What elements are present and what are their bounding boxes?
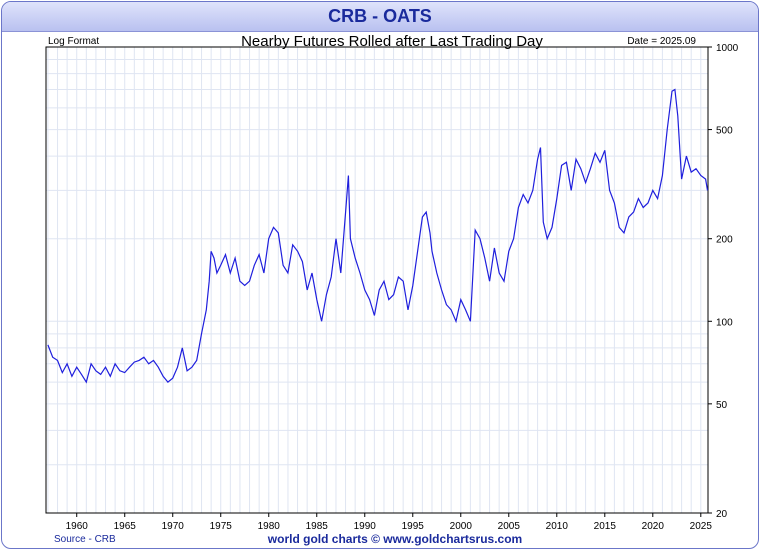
y-tick-label: 200 bbox=[716, 235, 733, 246]
x-tick-label: 1970 bbox=[162, 521, 185, 532]
y-axis: 1000 500 200 100 50 20 bbox=[708, 43, 739, 520]
date-note: Date = 2025.09 bbox=[627, 36, 696, 47]
chart-subtitle: Nearby Futures Rolled after Last Trading… bbox=[241, 33, 543, 50]
scale-note: Log Format bbox=[48, 36, 99, 47]
x-tick-label: 1985 bbox=[306, 521, 329, 532]
chart-title-bar: CRB - OATS bbox=[2, 2, 758, 32]
x-tick-label: 1980 bbox=[258, 521, 281, 532]
x-axis: 1960 1965 1970 1975 1980 1985 1990 1995 2000 2005… bbox=[66, 513, 713, 532]
series-points bbox=[47, 89, 708, 383]
x-tick-label: 1960 bbox=[66, 521, 89, 532]
x-tick-label: 2020 bbox=[642, 521, 665, 532]
series-line bbox=[47, 88, 709, 384]
x-tick-label: 2015 bbox=[594, 521, 617, 532]
x-tick-label: 2010 bbox=[546, 521, 569, 532]
x-tick-label: 2000 bbox=[450, 521, 473, 532]
source-note: Source - CRB bbox=[54, 534, 116, 545]
chart-title: CRB - OATS bbox=[328, 6, 432, 26]
y-tick-label: 20 bbox=[716, 509, 728, 520]
x-tick-label: 1965 bbox=[114, 521, 137, 532]
y-tick-label: 1000 bbox=[716, 43, 739, 54]
x-tick-label: 2005 bbox=[498, 521, 521, 532]
y-tick-label: 100 bbox=[716, 317, 733, 328]
x-tick-label: 2025 bbox=[690, 521, 713, 532]
x-tick-label: 1975 bbox=[210, 521, 233, 532]
y-tick-label: 500 bbox=[716, 126, 733, 137]
plot-area bbox=[45, 46, 709, 514]
y-tick-label: 50 bbox=[716, 400, 728, 411]
grid-lines bbox=[46, 46, 708, 514]
x-tick-label: 1995 bbox=[402, 521, 425, 532]
footer-credit: world gold charts © www.goldchartsrus.co… bbox=[267, 532, 522, 546]
x-tick-label: 1990 bbox=[354, 521, 377, 532]
